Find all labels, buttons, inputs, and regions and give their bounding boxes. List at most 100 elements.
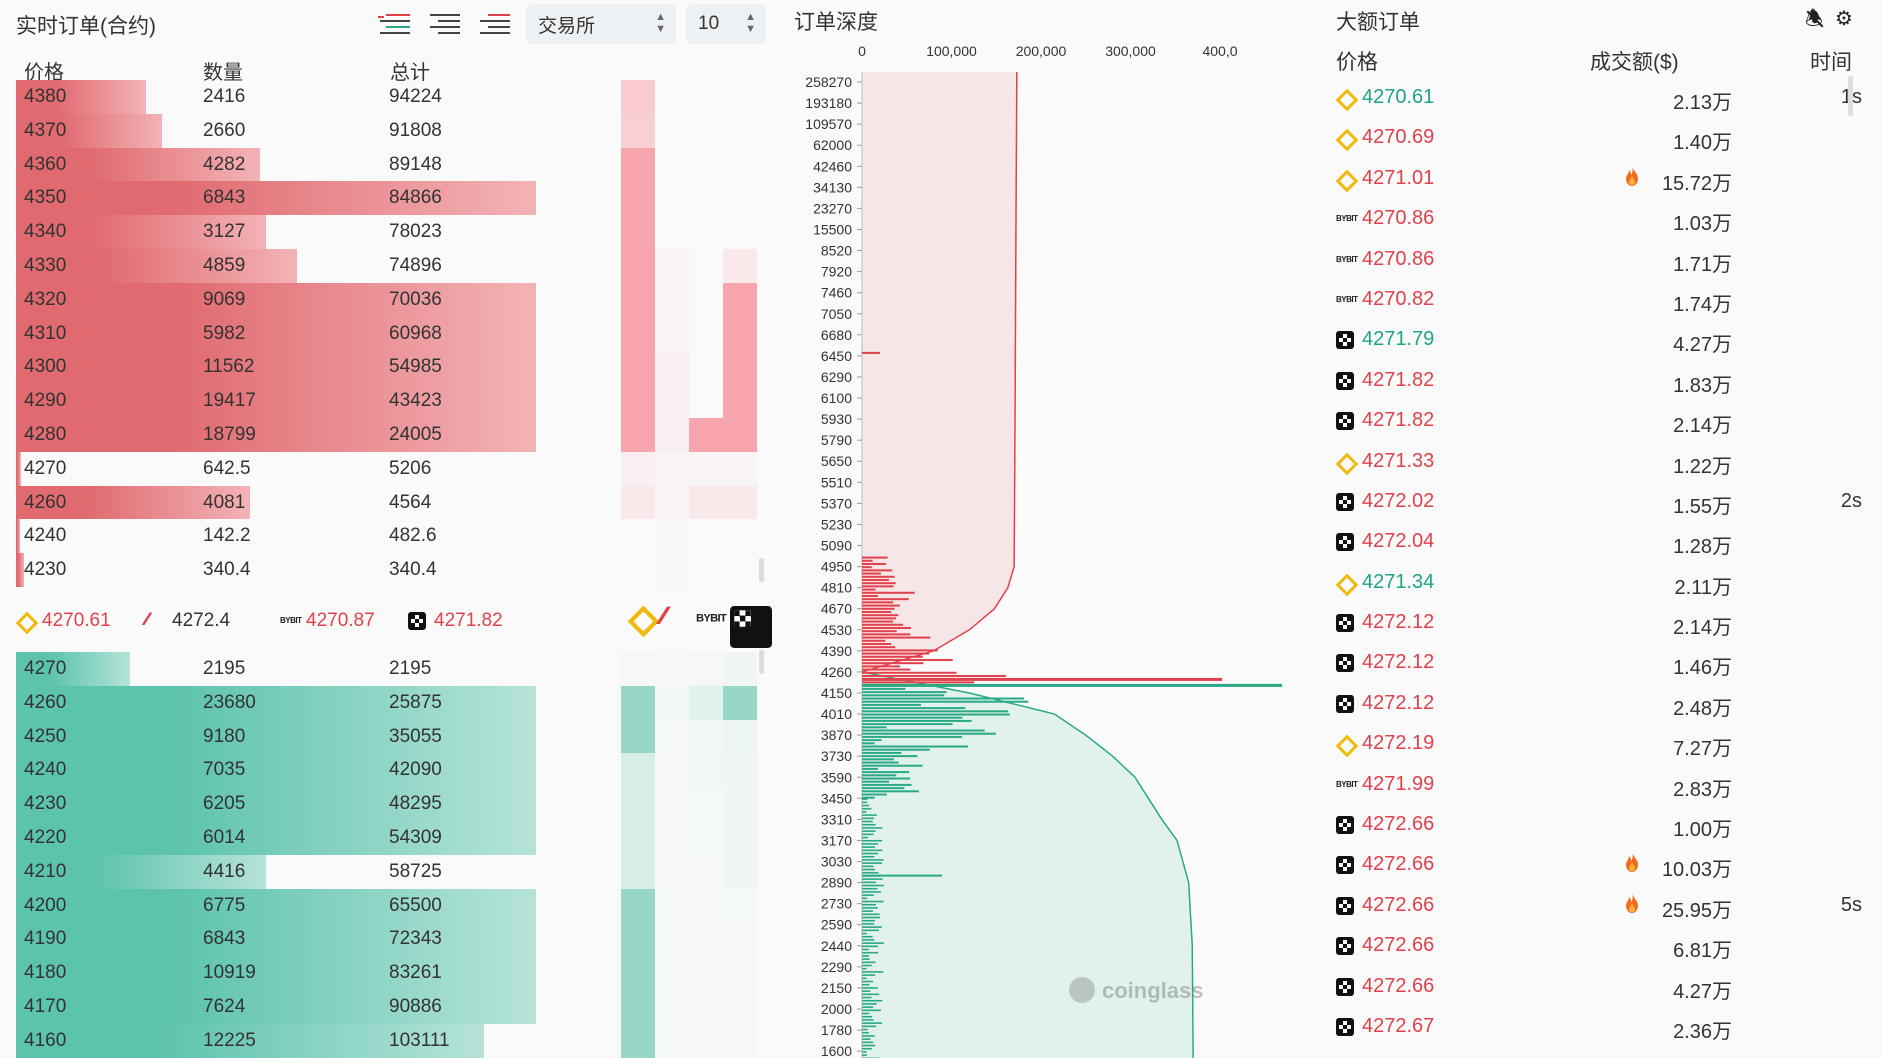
ask-row[interactable]: 4270 642.5 5206 — [16, 451, 776, 486]
large-order-row[interactable]: 4272.12 2.14万 — [1336, 605, 1872, 645]
large-order-row[interactable]: 4272.02 1.55万 2s — [1336, 484, 1872, 524]
ask-depth-bar — [16, 147, 261, 182]
large-order-row[interactable]: BYBIT 4271.99 2.83万 — [1336, 767, 1872, 807]
large-order-row[interactable]: 4272.04 1.28万 — [1336, 524, 1872, 564]
bid-row[interactable]: 4240 7035 42090 — [16, 753, 776, 788]
bid-level-bar — [862, 697, 1025, 700]
ask-row[interactable]: 4370 2660 91808 — [16, 113, 776, 148]
ask-depth-bar — [16, 417, 536, 452]
bid-row[interactable]: 4180 10919 83261 — [16, 956, 776, 990]
ask-row[interactable]: 4310 5982 60968 — [16, 316, 776, 351]
bid-total: 35055 — [389, 725, 442, 747]
bid-row[interactable]: 4160 12225 103111 — [16, 1023, 776, 1058]
large-order-row[interactable]: 4272.12 2.48万 — [1336, 686, 1872, 726]
large-order-row[interactable]: 4272.66 1.00万 — [1336, 807, 1872, 847]
bid-level-bar — [862, 852, 879, 855]
large-order-row[interactable]: 4272.67 2.36万 — [1336, 1009, 1872, 1049]
bid-row[interactable]: 4170 7624 90886 — [16, 989, 776, 1024]
exchange-filter-binance[interactable] — [628, 606, 658, 636]
ask-depth-bar — [16, 248, 297, 283]
x-tick-label: 0 — [858, 43, 866, 59]
okx-icon — [1336, 977, 1354, 996]
ask-row[interactable]: 4380 2416 94224 — [16, 80, 776, 114]
bid-qty: 12225 — [203, 1029, 256, 1051]
heat-cell — [689, 451, 723, 486]
bid-depth-bar — [16, 652, 131, 686]
ask-row[interactable]: 4320 9069 70036 — [16, 282, 776, 317]
heat-cell — [621, 956, 655, 990]
depth-level-select[interactable]: 10 ▲ ▼ — [686, 4, 766, 44]
large-order-amount: 25.95万 — [1661, 899, 1732, 922]
bid-row[interactable]: 4230 6205 48295 — [16, 787, 776, 821]
large-order-price: 4271.79 — [1362, 328, 1435, 351]
bell-off-icon[interactable]: 🕭 — [1802, 8, 1826, 32]
bid-row[interactable]: 4190 6843 72343 — [16, 922, 776, 957]
y-tick-label: 3170 — [821, 832, 852, 848]
large-order-amount: 15.72万 — [1661, 172, 1732, 195]
ask-row[interactable]: 4340 3127 78023 — [16, 215, 776, 249]
large-order-row[interactable]: 4271.01 15.72万 — [1336, 161, 1872, 201]
exchange-filter-bitmex[interactable] — [662, 606, 692, 636]
view-asks-only-icon[interactable] — [474, 6, 514, 42]
large-order-row[interactable]: 4272.66 10.03万 — [1336, 847, 1872, 887]
large-order-row[interactable]: 4272.12 1.46万 — [1336, 645, 1872, 685]
ask-price: 4270 — [24, 457, 67, 479]
bid-level-bar — [862, 739, 882, 742]
asks-list: 4380 2416 94224 4370 2660 91808 4360 4282 89148 4… — [16, 80, 776, 587]
bid-total: 90886 — [389, 995, 442, 1017]
ask-row[interactable]: 4240 142.2 482.6 — [16, 519, 776, 554]
exchange-filter-bybit[interactable]: BYBIT — [696, 606, 727, 636]
large-order-row[interactable]: 4271.34 2.11万 — [1336, 565, 1872, 605]
ask-row[interactable]: 4290 19417 43423 — [16, 384, 776, 418]
heat-cell — [621, 181, 655, 216]
ask-row[interactable]: 4260 4081 4564 — [16, 485, 776, 520]
ask-row[interactable]: 4330 4859 74896 — [16, 248, 776, 283]
view-bids-only-icon[interactable] — [424, 6, 464, 42]
large-order-row[interactable]: 4272.66 6.81万 — [1336, 928, 1872, 968]
exchange-select[interactable]: 交易所 ▲ ▼ — [526, 4, 676, 44]
bid-row[interactable]: 4210 4416 58725 — [16, 854, 776, 889]
ask-level-bar — [862, 614, 899, 617]
y-tick-label: 4390 — [821, 643, 852, 659]
view-both-sides-icon[interactable] — [374, 6, 414, 42]
ask-row[interactable]: 4300 11562 54985 — [16, 350, 776, 385]
large-order-row[interactable]: 4271.79 4.27万 — [1336, 322, 1872, 362]
large-order-row[interactable]: BYBIT 4270.86 1.03万 — [1336, 201, 1872, 241]
bid-level-bar — [862, 713, 1010, 716]
gear-icon[interactable]: ⚙ — [1835, 8, 1853, 30]
ask-level-bar — [862, 620, 894, 623]
exchange-filter-okx[interactable] — [730, 606, 772, 648]
bid-price: 4160 — [24, 1029, 67, 1051]
large-order-row[interactable]: 4271.33 1.22万 — [1336, 444, 1872, 484]
bid-level-bar — [862, 807, 872, 810]
asks-scrollbar[interactable] — [759, 558, 764, 582]
bid-level-bar — [862, 849, 883, 852]
large-order-row[interactable]: 4270.612.13万1s — [1336, 80, 1872, 120]
bid-row[interactable]: 4200 6775 65500 — [16, 888, 776, 923]
large-order-row[interactable]: 4272.66 25.95万 5s — [1336, 888, 1872, 928]
large-order-row[interactable]: 4271.82 2.14万 — [1336, 403, 1872, 443]
bid-row[interactable]: 4270 2195 2195 — [16, 652, 776, 686]
ask-total: 340.4 — [389, 559, 437, 581]
large-order-row[interactable]: 4272.19 7.27万 — [1336, 726, 1872, 766]
bid-row[interactable]: 4220 6014 54309 — [16, 820, 776, 855]
ask-row[interactable]: 4280 18799 24005 — [16, 417, 776, 452]
bid-row[interactable]: 4260 23680 25875 — [16, 685, 776, 720]
large-order-row[interactable]: BYBIT 4270.82 1.74万 — [1336, 282, 1872, 322]
y-tick-label: 6450 — [821, 348, 852, 364]
large-order-row[interactable]: 4271.82 1.83万 — [1336, 363, 1872, 403]
ask-row[interactable]: 4360 4282 89148 — [16, 147, 776, 182]
large-orders-scrollbar[interactable] — [1848, 76, 1853, 116]
ask-row[interactable]: 4230 340.4 340.4 — [16, 553, 776, 587]
large-order-row[interactable]: 4272.66 4.27万 — [1336, 969, 1872, 1009]
bid-row[interactable]: 4250 9180 35055 — [16, 719, 776, 754]
heat-cell — [621, 820, 655, 855]
bid-level-bar — [862, 983, 870, 986]
ask-row[interactable]: 4350 6843 84866 — [16, 181, 776, 216]
heat-cell — [655, 316, 689, 351]
bid-level-bar — [862, 993, 880, 996]
large-order-row[interactable]: 4270.69 1.40万 — [1336, 120, 1872, 160]
bids-scrollbar[interactable] — [759, 650, 764, 674]
large-order-row[interactable]: BYBIT 4270.86 1.71万 — [1336, 242, 1872, 282]
ask-price: 4290 — [24, 390, 67, 412]
